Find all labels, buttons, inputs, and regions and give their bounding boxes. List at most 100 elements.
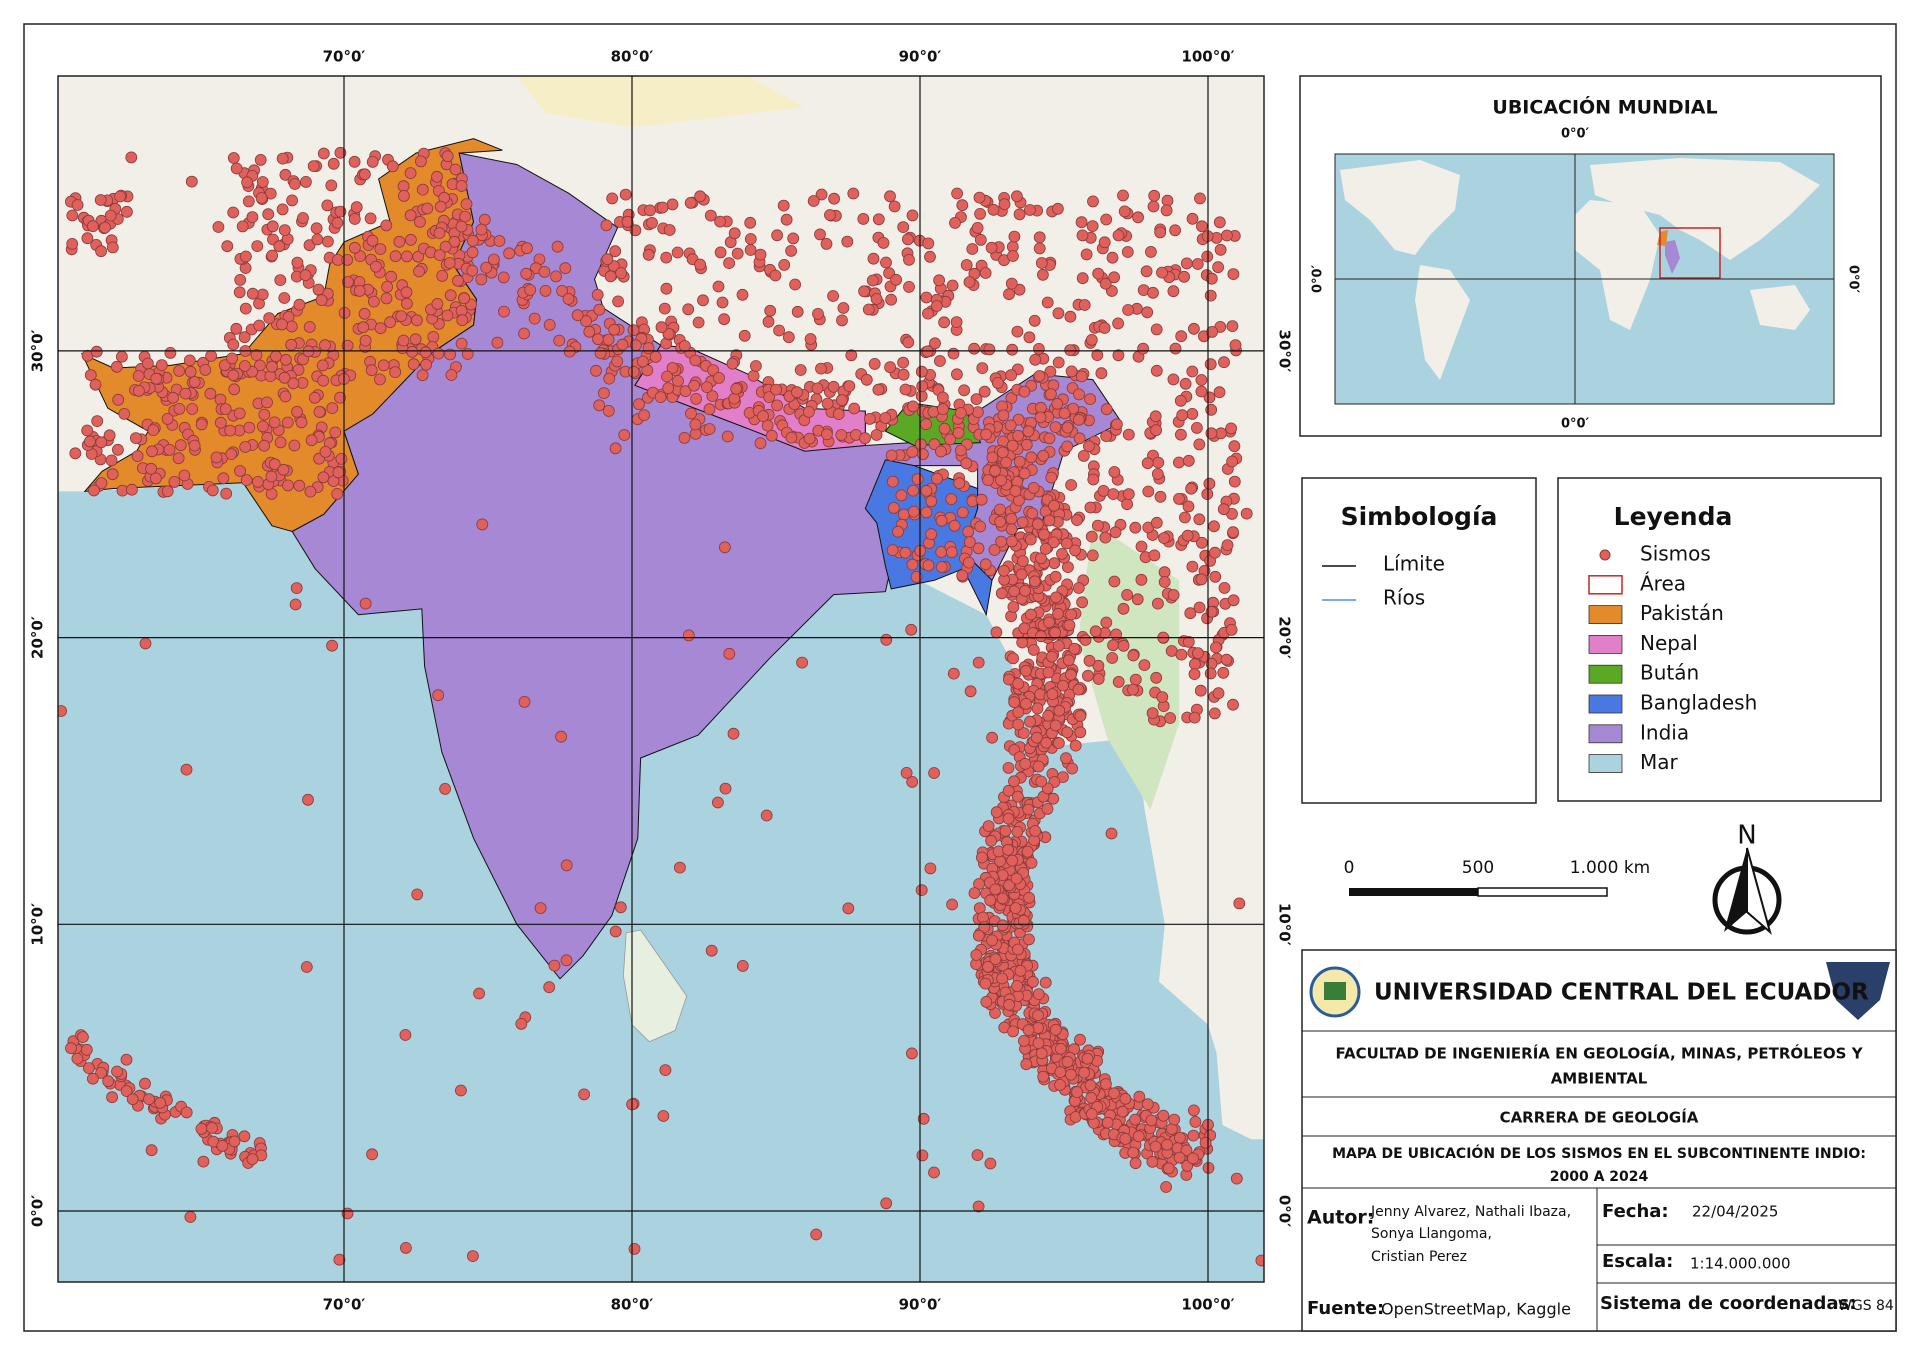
earthquake (979, 267, 992, 279)
earthquake (528, 312, 541, 325)
earthquake (660, 282, 673, 295)
earthquake (705, 944, 718, 957)
earthquake (1157, 1109, 1170, 1122)
earthquake (106, 1091, 118, 1104)
earthquake (350, 201, 363, 214)
earthquake (1097, 484, 1110, 497)
earthquake (1084, 393, 1096, 406)
earthquake (694, 258, 706, 271)
earthquake (114, 190, 126, 203)
earthquake (879, 412, 892, 424)
earthquake (863, 412, 876, 425)
earthquake (972, 1200, 985, 1213)
earthquake (228, 1135, 241, 1148)
earthquake (1129, 1113, 1141, 1126)
lon-label: 80°0′ (611, 48, 654, 66)
earthquake (1092, 267, 1105, 280)
earthquake (404, 167, 417, 180)
earthquake (713, 371, 725, 384)
earthquake (359, 334, 372, 347)
earthquake (1204, 667, 1217, 680)
earthquake (1006, 439, 1019, 452)
earthquake (1150, 323, 1163, 336)
earthquake (466, 1250, 479, 1262)
earthquake (920, 484, 933, 497)
earthquake (1188, 1104, 1200, 1117)
earthquake (995, 587, 1008, 600)
earthquake (251, 475, 264, 488)
earthquake (1002, 762, 1015, 774)
earthquake (1142, 485, 1155, 498)
earthquake (497, 271, 510, 284)
scale-text: 1:14.000.000 (1690, 1255, 1790, 1273)
lon-label: 70°0′ (323, 48, 366, 66)
earthquake (1023, 891, 1035, 904)
earthquake (1214, 243, 1227, 256)
earthquake (449, 163, 462, 176)
earthquake (1122, 488, 1135, 501)
earthquake (1189, 1116, 1202, 1128)
earthquake (80, 1043, 93, 1056)
earthquake (256, 420, 269, 433)
earthquake (302, 793, 314, 806)
earthquake (1085, 1091, 1098, 1104)
earthquake (195, 418, 208, 431)
earthquake (1173, 456, 1185, 469)
earthquake (1007, 250, 1019, 262)
earthquake (395, 310, 408, 323)
earthquake (1205, 427, 1218, 440)
earthquake (1135, 540, 1148, 553)
earthquake (1087, 195, 1099, 208)
earthquake (1024, 715, 1036, 728)
earthquake (870, 429, 883, 441)
earthquake (971, 1149, 984, 1161)
earthquake (317, 471, 330, 484)
earthquake (996, 446, 1009, 459)
earthquake (303, 239, 316, 252)
earthquake (1014, 965, 1027, 977)
earthquake (559, 262, 572, 275)
earthquake (1039, 543, 1052, 555)
earthquake (884, 361, 896, 374)
earthquake (787, 232, 800, 245)
earthquake (444, 348, 457, 361)
earthquake (416, 369, 429, 382)
earthquake (1062, 654, 1075, 667)
legend-swatch (1588, 664, 1623, 684)
earthquake (1042, 709, 1055, 722)
earthquake (524, 284, 537, 296)
earthquake (902, 233, 914, 246)
lat-label: 20°0′ (1276, 616, 1294, 659)
earthquake (180, 1106, 193, 1119)
south-america (1415, 265, 1470, 380)
earthquake (1012, 706, 1025, 719)
earthquake (84, 369, 97, 382)
earthquake (628, 1243, 641, 1255)
earthquake (1227, 526, 1239, 539)
earthquake (454, 1084, 467, 1097)
earthquake (590, 364, 602, 377)
earthquake (666, 198, 679, 211)
earthquake (1206, 325, 1218, 338)
earthquake (238, 331, 251, 344)
earthquake (1037, 1070, 1050, 1083)
earthquake (1208, 707, 1221, 720)
earthquake (1205, 403, 1218, 416)
earthquake (219, 403, 232, 416)
earthquake (1049, 570, 1062, 583)
earthquake (1057, 679, 1069, 692)
earthquake (974, 520, 987, 533)
earthquake (266, 249, 279, 262)
earthquake (1008, 775, 1020, 788)
earthquake (195, 1123, 208, 1135)
earthquake (1085, 1108, 1098, 1120)
earthquake (986, 451, 999, 464)
earthquake (1025, 857, 1038, 869)
earthquake (407, 358, 420, 371)
earthquake (1164, 712, 1176, 724)
earthquake (972, 542, 985, 555)
earthquake (227, 152, 240, 164)
earthquake (997, 409, 1010, 422)
earthquake (763, 391, 775, 404)
earthquake (701, 381, 713, 394)
